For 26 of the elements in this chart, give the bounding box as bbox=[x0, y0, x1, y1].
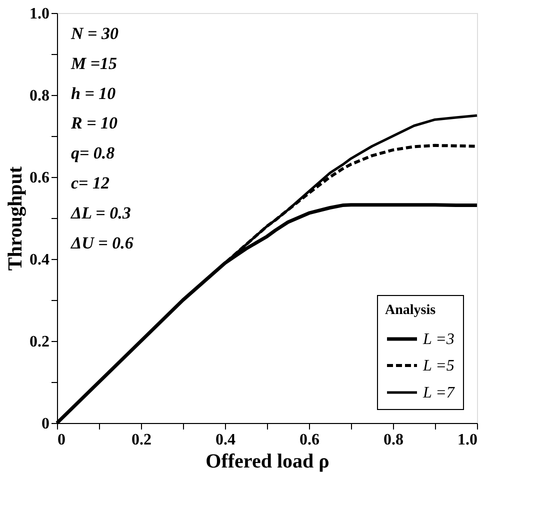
y-tick-label: 0.8 bbox=[30, 88, 50, 104]
y-tick-label: 0.6 bbox=[30, 170, 50, 186]
y-tick-label: 0 bbox=[42, 416, 50, 432]
legend-title: Analysis bbox=[385, 303, 436, 318]
x-tick-label: 0.8 bbox=[384, 432, 404, 448]
annotation: h = 10 bbox=[71, 84, 116, 103]
annotation: R = 10 bbox=[70, 114, 118, 133]
legend-label: L =3 bbox=[422, 331, 454, 348]
annotation: q= 0.8 bbox=[71, 144, 116, 163]
legend-label: L =7 bbox=[422, 384, 456, 402]
annotation: ΔL = 0.3 bbox=[70, 204, 132, 223]
y-tick-label: 0.2 bbox=[30, 334, 50, 350]
y-tick-label: 0.4 bbox=[30, 252, 50, 268]
y-tick-label: 1.0 bbox=[30, 6, 50, 22]
x-tick-label: 1.0 bbox=[458, 432, 478, 448]
annotation: c= 12 bbox=[71, 174, 110, 193]
x-axis-title: Offered load ρ bbox=[206, 450, 330, 472]
x-tick-label: 0.2 bbox=[132, 432, 152, 448]
x-tick-label: 0.4 bbox=[216, 432, 236, 448]
annotation: M =15 bbox=[70, 54, 118, 73]
annotation: N = 30 bbox=[70, 24, 119, 43]
y-axis-title: Throughput bbox=[4, 166, 26, 271]
annotation: ΔU = 0.6 bbox=[70, 233, 134, 252]
legend-label: L =5 bbox=[422, 358, 454, 374]
x-tick-label: 0 bbox=[58, 432, 66, 448]
x-tick-label: 0.6 bbox=[300, 432, 320, 448]
